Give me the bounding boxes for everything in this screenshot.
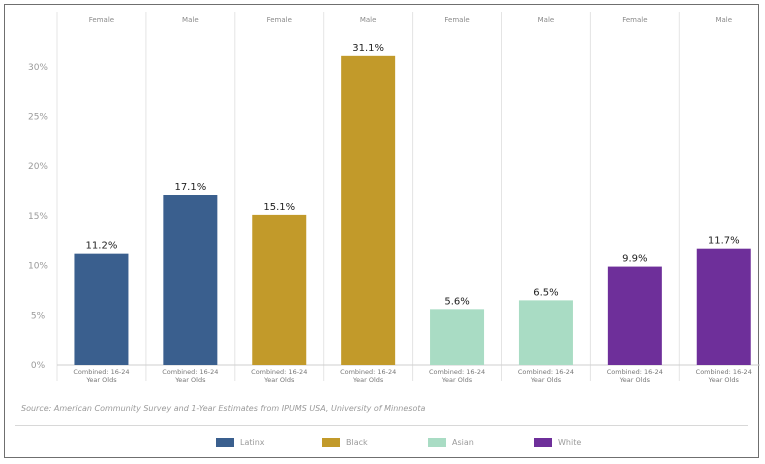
y-tick-label: 5% bbox=[31, 311, 46, 321]
x-category-label: Combined: 16-24 bbox=[429, 368, 485, 376]
x-category-label: Combined: 16-24 bbox=[696, 368, 752, 376]
legend-divider bbox=[15, 425, 748, 426]
bar bbox=[74, 253, 129, 365]
bar bbox=[518, 300, 573, 365]
legend-swatch bbox=[428, 438, 446, 447]
bar bbox=[341, 55, 396, 366]
x-category-label: Year Olds bbox=[530, 376, 562, 384]
data-label: 31.1% bbox=[352, 43, 384, 54]
bar bbox=[163, 195, 218, 365]
data-label: 11.2% bbox=[86, 241, 118, 252]
chart-frame: 0% 5% 10% 15% 20% 25% 30% Female 11.2% Combined: … bbox=[4, 4, 760, 458]
bar bbox=[430, 309, 485, 365]
legend: Latinx Black Asian White bbox=[5, 438, 760, 454]
bar-chart: 0% 5% 10% 15% 20% 25% 30% Female 11.2% Combined: … bbox=[28, 12, 760, 384]
bar bbox=[696, 248, 751, 365]
panel-header-label: Female bbox=[444, 16, 469, 24]
bar bbox=[252, 214, 307, 365]
y-tick-label: 15% bbox=[28, 212, 48, 222]
x-category-label: Combined: 16-24 bbox=[518, 368, 574, 376]
x-category-label: Combined: 16-24 bbox=[73, 368, 129, 376]
x-category-label: Combined: 16-24 bbox=[162, 368, 218, 376]
x-category-label: Combined: 16-24 bbox=[251, 368, 307, 376]
bar bbox=[607, 266, 662, 365]
x-category-label: Year Olds bbox=[352, 376, 384, 384]
panel-header-label: Male bbox=[715, 16, 732, 24]
legend-item: Black bbox=[322, 438, 368, 447]
legend-label: White bbox=[558, 438, 582, 447]
panel-header-label: Male bbox=[538, 16, 555, 24]
panel-header-label: Female bbox=[89, 16, 114, 24]
data-label: 11.7% bbox=[708, 236, 740, 247]
legend-swatch bbox=[534, 438, 552, 447]
x-category-label: Combined: 16-24 bbox=[340, 368, 396, 376]
panel-header-label: Female bbox=[267, 16, 292, 24]
y-tick-label: 25% bbox=[28, 112, 48, 122]
legend-swatch bbox=[216, 438, 234, 447]
panel-header-label: Female bbox=[622, 16, 647, 24]
legend-label: Asian bbox=[452, 438, 474, 447]
data-label: 5.6% bbox=[444, 296, 469, 307]
x-category-label: Year Olds bbox=[619, 376, 651, 384]
panel-header-label: Male bbox=[360, 16, 377, 24]
source-note: Source: American Community Survey and 1-… bbox=[21, 404, 426, 413]
x-category-label: Year Olds bbox=[708, 376, 740, 384]
data-label: 15.1% bbox=[263, 202, 295, 213]
legend-swatch bbox=[322, 438, 340, 447]
legend-item: Latinx bbox=[216, 438, 265, 447]
data-label: 9.9% bbox=[622, 254, 647, 265]
x-category-label: Combined: 16-24 bbox=[607, 368, 663, 376]
y-tick-label: 10% bbox=[28, 262, 48, 272]
legend-label: Latinx bbox=[240, 438, 265, 447]
x-category-label: Year Olds bbox=[441, 376, 473, 384]
x-category-label: Year Olds bbox=[263, 376, 295, 384]
legend-label: Black bbox=[346, 438, 368, 447]
legend-item: Asian bbox=[428, 438, 474, 447]
data-label: 6.5% bbox=[533, 287, 558, 298]
panel-header-label: Male bbox=[182, 16, 199, 24]
y-tick-label: 30% bbox=[28, 63, 48, 73]
y-tick-label: 20% bbox=[28, 162, 48, 172]
x-category-label: Year Olds bbox=[174, 376, 206, 384]
y-tick-label: 0% bbox=[31, 361, 46, 371]
data-label: 17.1% bbox=[174, 182, 206, 193]
x-category-label: Year Olds bbox=[85, 376, 117, 384]
legend-item: White bbox=[534, 438, 581, 447]
